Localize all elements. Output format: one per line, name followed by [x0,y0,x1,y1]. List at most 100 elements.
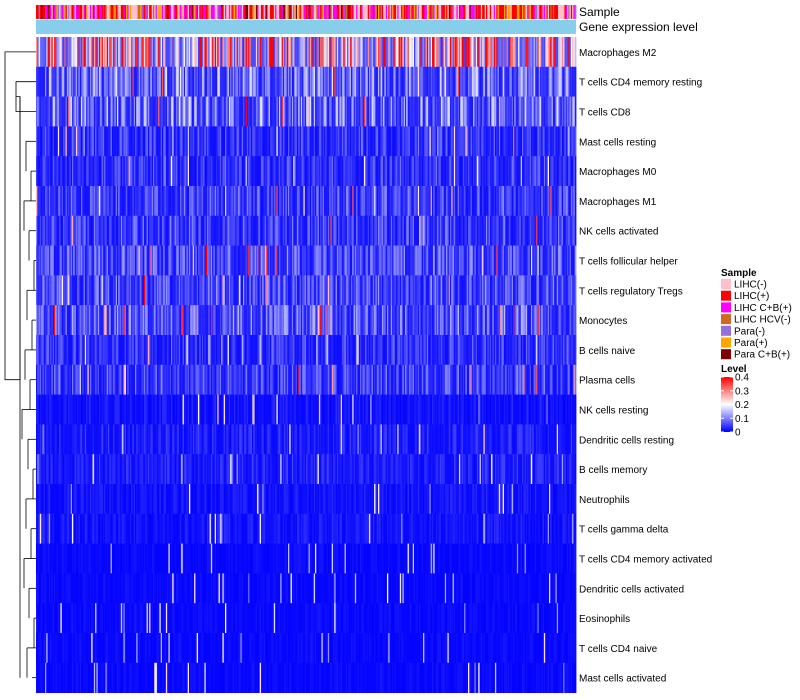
heatmap-cell [219,305,222,336]
heatmap-cell [201,96,204,127]
heatmap-cell [177,126,180,157]
heatmap-cell [266,335,268,366]
heatmap-cell [525,186,528,217]
heatmap-cell [447,96,450,127]
heatmap-cell [288,245,290,276]
heatmap-cell [210,96,213,127]
heatmap-cell [87,156,90,187]
heatmap-cell [528,96,531,127]
heatmap-cell [216,96,218,127]
heatmap-cell [54,126,56,157]
heatmap-cell [66,335,69,366]
heatmap-cell [106,156,109,187]
heatmap-cell [37,37,39,68]
heatmap-cell [178,66,181,97]
heatmap-cell [263,96,266,127]
heatmap-cell [459,275,461,306]
sample-cell [412,5,415,19]
heatmap-cell [384,305,387,336]
heatmap-cell [38,335,41,366]
heatmap-cell [390,275,393,306]
heatmap-cell [96,215,99,246]
heatmap-cell [507,126,510,157]
sample-cell [60,5,63,19]
heatmap-cell [477,66,479,97]
heatmap-cell [398,186,401,217]
heatmap-cell [501,96,504,127]
heatmap-cell [451,126,453,157]
heatmap-cell [555,245,558,276]
sample-cell [470,5,473,19]
heatmap-cell [231,96,234,127]
heatmap-cell [234,186,236,217]
heatmap-cell [370,126,372,157]
sample-cell [362,5,365,19]
heatmap-cell [158,305,160,336]
heatmap-cell [190,96,192,127]
heatmap-cell [56,126,59,157]
heatmap-cell [300,335,303,366]
heatmap-cell [567,305,569,336]
heatmap-cell [506,126,509,157]
heatmap-cell [253,156,255,187]
heatmap-cell [443,305,446,336]
heatmap-cell [250,186,253,217]
heatmap-cell [185,37,187,68]
heatmap-cell [312,156,315,187]
heatmap-cell [195,96,198,127]
heatmap-cell [461,186,464,217]
heatmap-cell [268,245,271,276]
heatmap-cell [195,186,198,217]
heatmap-cell [288,275,290,306]
heatmap-cell [309,215,312,246]
heatmap-cell [532,215,534,246]
heatmap-cell [110,96,113,127]
heatmap-cell [534,37,537,68]
heatmap-cell [389,335,392,366]
heatmap-cell [340,96,343,127]
sample-cell [243,5,245,19]
heatmap-cell [459,186,461,217]
heatmap-cell [567,275,569,306]
heatmap-cell [194,335,196,366]
heatmap-cell [465,66,468,97]
heatmap-cell [79,275,82,306]
heatmap-cell [531,66,533,97]
heatmap-cell [280,186,282,217]
sample-cell [438,5,441,19]
heatmap-cell [510,275,513,306]
heatmap-cell [138,37,141,68]
heatmap-cell [272,215,275,246]
heatmap-cell [216,275,218,306]
heatmap-cell [448,66,451,97]
sample-cell [345,5,348,19]
sample-cell [181,5,183,19]
heatmap-cell [272,96,275,127]
heatmap-cell [425,186,428,217]
heatmap-cell [327,37,330,68]
heatmap-cell [568,305,570,336]
heatmap-cell [375,335,378,366]
heatmap-cell [392,305,394,336]
heatmap-cell [533,156,536,187]
heatmap-cell [311,215,313,246]
heatmap-cell [245,126,248,157]
heatmap-cell [164,245,167,276]
heatmap-cell [196,305,199,336]
heatmap-cell [542,215,545,246]
heatmap-cell [147,245,150,276]
heatmap-cell [466,305,469,336]
heatmap-cell [169,305,172,336]
heatmap-cell [501,215,504,246]
sample-cell [100,5,102,19]
heatmap-cell [109,126,111,157]
sample-cell [289,5,291,19]
heatmap-cell [246,215,249,246]
heatmap-cell [371,305,374,336]
heatmap-cell [345,275,348,306]
heatmap-cell [213,66,216,97]
heatmap-cell [189,186,191,217]
sample-cell [258,5,261,19]
heatmap-cell [136,305,138,336]
heatmap-cell [54,275,56,306]
